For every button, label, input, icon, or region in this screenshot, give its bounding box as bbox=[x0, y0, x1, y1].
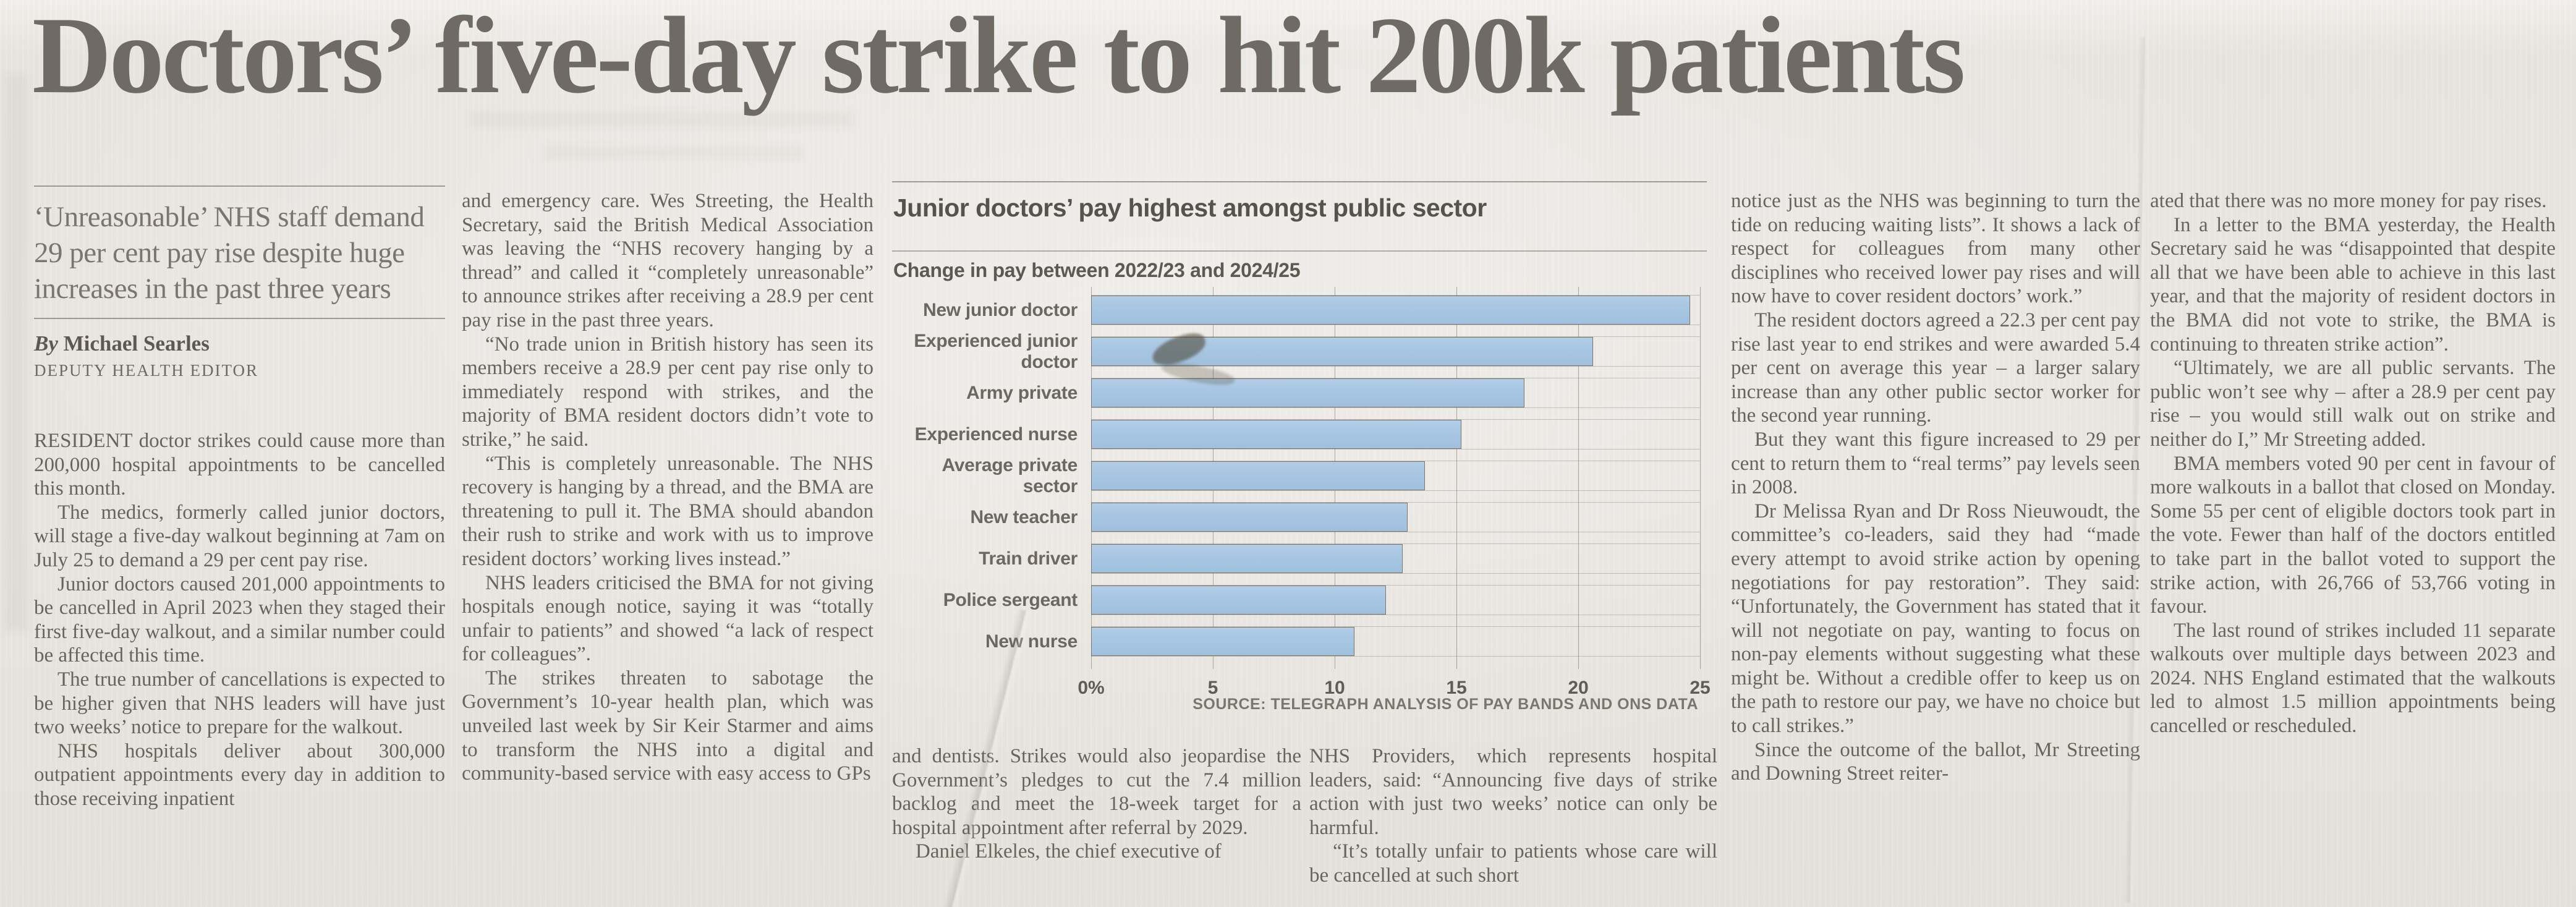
byline-role: DEPUTY HEALTH EDITOR bbox=[34, 361, 258, 380]
bar-label: Police sergeant bbox=[943, 589, 1078, 610]
chart-divider-top bbox=[892, 181, 1707, 182]
chart-subtitle: Change in pay between 2022/23 and 2024/2… bbox=[893, 259, 1301, 281]
bar-track bbox=[1091, 585, 1700, 615]
paragraph: notice just as the NHS was beginning to … bbox=[1731, 190, 2140, 308]
bar-rows: New junior doctor Experienced junior doct… bbox=[914, 289, 1700, 662]
headline: Doctors’ five-day strike to hit 200k pat… bbox=[32, 0, 1965, 116]
paragraph: “No trade union in British history has s… bbox=[462, 333, 874, 451]
paragraph: NHS Providers, which represents hospital… bbox=[1309, 745, 1717, 839]
column-4: NHS Providers, which represents hospital… bbox=[1309, 744, 1717, 907]
bar-track bbox=[1091, 419, 1700, 449]
paragraph: The last round of strikes included 11 se… bbox=[2150, 619, 2556, 738]
bar bbox=[1091, 544, 1403, 573]
column-1: RESIDENT doctor strikes could cause more… bbox=[34, 429, 445, 907]
bar-label: New junior doctor bbox=[923, 299, 1078, 320]
bar bbox=[1091, 337, 1593, 366]
grid-line bbox=[1700, 287, 1701, 669]
deck-block: ‘Unreasonable’ NHS staff demand 29 per c… bbox=[34, 185, 445, 380]
paragraph: Daniel Elkeles, the chief executive of bbox=[916, 840, 1222, 863]
x-tick-label: 10 bbox=[1324, 678, 1345, 698]
paragraph: The strikes threaten to sabotage the Gov… bbox=[462, 666, 874, 785]
bar-label: Train driver bbox=[979, 548, 1078, 569]
bar-label: Army private bbox=[966, 382, 1078, 403]
x-tick-label: 15 bbox=[1446, 678, 1467, 698]
x-tick-label: 5 bbox=[1207, 678, 1218, 698]
paragraph: RESIDENT doctor strikes could cause more… bbox=[34, 430, 445, 500]
x-axis: 0% 5 10 15 20 25 bbox=[1078, 678, 1710, 702]
chart-title: Junior doctors’ pay highest amongst publ… bbox=[893, 194, 1487, 222]
paragraph: The medics, formerly called junior docto… bbox=[34, 501, 445, 571]
bar-track bbox=[1091, 626, 1700, 657]
bar-label: New teacher bbox=[970, 506, 1078, 527]
chart-source: SOURCE: TELEGRAPH ANALYSIS OF PAY BANDS … bbox=[1192, 696, 1698, 713]
bleed-through-artifact bbox=[544, 146, 804, 160]
grid-line bbox=[1578, 287, 1579, 669]
column-3: and dentists. Strikes would also jeopard… bbox=[892, 744, 1301, 907]
bar-track bbox=[1091, 502, 1700, 532]
bar-track bbox=[1091, 461, 1700, 491]
bar-row: Army private bbox=[966, 372, 1700, 414]
bar-track bbox=[1091, 336, 1700, 367]
column-6: ated that there was no more money for pa… bbox=[2150, 189, 2556, 907]
bar-row: Experienced nurse bbox=[915, 414, 1700, 455]
bar bbox=[1091, 586, 1386, 615]
paragraph: Since the outcome of the ballot, Mr Stre… bbox=[1731, 738, 2140, 785]
bar bbox=[1091, 296, 1691, 325]
paragraph: Dr Melissa Ryan and Dr Ross Nieuwoudt, t… bbox=[1731, 500, 2140, 738]
bar-chart-panel: Junior doctors’ pay highest amongst publ… bbox=[892, 181, 1711, 725]
deck-headline: ‘Unreasonable’ NHS staff demand 29 per c… bbox=[34, 201, 425, 305]
bar-label: New nurse bbox=[985, 631, 1078, 652]
divider-bottom bbox=[34, 318, 445, 319]
bar-plot: New junior doctor Experienced junior doct… bbox=[892, 287, 1711, 722]
paragraph: The true number of cancellations is expe… bbox=[34, 668, 445, 739]
chart-divider-mid bbox=[892, 250, 1707, 252]
x-tick-label: 0% bbox=[1078, 678, 1105, 698]
paragraph: NHS hospitals deliver about 300,000 outp… bbox=[34, 739, 445, 810]
paragraph: BMA members voted 90 per cent in favour … bbox=[2150, 452, 2556, 618]
bar-label: Experienced junior doctor bbox=[914, 330, 1078, 372]
bar bbox=[1091, 627, 1354, 656]
bar bbox=[1091, 378, 1525, 407]
x-tick-label: 20 bbox=[1568, 678, 1589, 698]
byline: By Michael Searles bbox=[34, 331, 445, 356]
divider-top bbox=[34, 185, 445, 187]
bar-row: New teacher bbox=[971, 496, 1700, 538]
paragraph: “This is completely unreasonable. The NH… bbox=[462, 452, 874, 570]
paragraph: ated that there was no more money for pa… bbox=[2150, 190, 2547, 212]
bar-label: Average private sector bbox=[942, 454, 1078, 496]
paragraph: “It’s totally unfair to patients whose c… bbox=[1309, 840, 1717, 887]
paragraph: NHS leaders criticised the BMA for not g… bbox=[462, 571, 874, 666]
paragraph: In a letter to the BMA yesterday, the He… bbox=[2150, 213, 2556, 356]
bar bbox=[1091, 503, 1408, 532]
bar-label: Experienced nurse bbox=[914, 424, 1078, 445]
bar-row: Police sergeant bbox=[943, 579, 1700, 621]
byline-prefix: By bbox=[34, 331, 58, 356]
grid-line bbox=[1456, 287, 1457, 669]
bar-track bbox=[1091, 295, 1700, 325]
bleed-through-artifact bbox=[4, 74, 27, 631]
paragraph: Junior doctors caused 201,000 appointmen… bbox=[34, 573, 445, 667]
column-2: and emergency care. Wes Streeting, the H… bbox=[462, 189, 874, 907]
paragraph: But they want this figure increased to 2… bbox=[1731, 428, 2140, 499]
bar-row: Experienced junior doctor bbox=[914, 331, 1700, 372]
paragraph: and dentists. Strikes would also jeopard… bbox=[892, 745, 1301, 839]
paragraph: and emergency care. Wes Streeting, the H… bbox=[462, 190, 874, 331]
paragraph: “Ultimately, we are all public servants.… bbox=[2150, 357, 2556, 451]
x-tick-label: 25 bbox=[1690, 678, 1711, 698]
bar-row: New nurse bbox=[985, 621, 1700, 662]
bar-row: New junior doctor bbox=[923, 289, 1700, 331]
bar bbox=[1091, 461, 1425, 490]
bar bbox=[1091, 420, 1461, 449]
paragraph: The resident doctors agreed a 22.3 per c… bbox=[1731, 309, 2140, 427]
bar-track bbox=[1091, 543, 1700, 574]
byline-author: Michael Searles bbox=[63, 331, 210, 356]
bar-row: Average private sector bbox=[942, 455, 1700, 496]
bar-row: Train driver bbox=[979, 538, 1700, 579]
column-5: notice just as the NHS was beginning to … bbox=[1731, 189, 2140, 907]
bar-track bbox=[1091, 378, 1700, 408]
